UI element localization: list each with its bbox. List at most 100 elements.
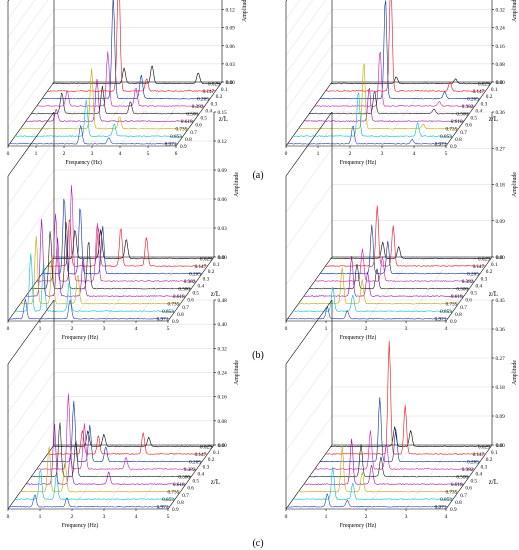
x-axis-label: Frequency (Hz) — [340, 522, 377, 529]
series-line-0.265 — [41, 400, 202, 463]
side-wall-top — [7, 111, 55, 177]
series-line-0.147 — [325, 340, 486, 455]
z-tick-label: 0.9 — [450, 507, 457, 513]
x-tick-label: 1 — [39, 514, 42, 520]
side-wall-top — [7, 299, 55, 365]
series-z-label: 0.500 — [186, 112, 198, 118]
series-line-0.147 — [47, 0, 216, 92]
series-line-0.382 — [36, 184, 197, 282]
x-tick-label: 2 — [365, 514, 368, 520]
series-z-label: 0.382 — [192, 104, 204, 110]
grid-line — [285, 184, 333, 249]
grid-line — [365, 444, 413, 510]
grid-line — [285, 0, 300, 20]
grid-line — [285, 27, 333, 92]
series-z-label: 0.147 — [473, 452, 485, 458]
grid-line — [285, 0, 327, 56]
series-line-0.265 — [41, 0, 210, 100]
series-line-0.147 — [325, 205, 486, 267]
y-tick-label: 0.00 — [218, 255, 228, 261]
z-tick-label: 0.4 — [476, 108, 483, 114]
z-axis-label: z/L — [211, 478, 220, 486]
series-line-0.853 — [292, 466, 453, 500]
y-tick-label: 0.09 — [496, 219, 506, 225]
x-tick-label: 5 — [167, 326, 170, 332]
z-tick-label: 0.7 — [460, 305, 467, 311]
series-line-0.618 — [25, 423, 186, 485]
series-line-0.735 — [298, 446, 459, 493]
grid-line — [39, 444, 87, 510]
y-axis-label: Amplitude — [512, 360, 518, 385]
series-line-0.853 — [14, 253, 175, 312]
series-line-0.618 — [303, 438, 464, 485]
y-tick-label: 0.32 — [496, 8, 506, 14]
z-axis-label: z/L — [489, 478, 498, 486]
x-tick-label: 5 — [147, 151, 150, 157]
series-z-label: 0.735 — [168, 302, 180, 308]
series-line-0.382 — [314, 248, 475, 282]
z-tick-label: 0.3 — [481, 464, 488, 470]
series-z-label: 0.971 — [435, 505, 447, 511]
z-tick-label: 0.9 — [172, 507, 179, 513]
grid-line — [285, 328, 333, 394]
z-axis-label: z/L — [219, 115, 228, 123]
series-z-label: 0.382 — [462, 467, 474, 473]
series-z-label: 0.382 — [184, 467, 196, 473]
z-tick-label: 0.7 — [460, 493, 467, 499]
series-z-label: 0.971 — [435, 142, 447, 148]
x-tick-label: 2 — [63, 151, 66, 157]
series-z-label: 0.853 — [162, 309, 174, 315]
z-tick-label: 0.3 — [203, 276, 210, 282]
series-line-0.500 — [30, 422, 192, 478]
x-tick-label: 0 — [285, 326, 288, 332]
series-z-label: 0.618 — [173, 482, 185, 488]
z-tick-label: 0.2 — [208, 269, 215, 275]
series-z-label: 0.618 — [451, 119, 463, 125]
grid-line — [317, 81, 365, 147]
grid-line — [7, 140, 55, 206]
grid-line — [7, 324, 55, 389]
z-tick-label: 0.6 — [465, 486, 472, 492]
series-z-label: 0.735 — [446, 127, 458, 133]
x-tick-label: 4 — [445, 514, 448, 520]
y-axis-label: Amplitude — [234, 172, 240, 197]
x-tick-label: 2 — [71, 326, 74, 332]
x-tick-label: 5 — [167, 514, 170, 520]
series-z-label: 0.500 — [178, 287, 190, 293]
depth-axis — [7, 81, 55, 147]
series-line-0.382 — [314, 51, 475, 107]
depth-axis — [285, 256, 333, 322]
series-line-0.618 — [303, 88, 464, 122]
y-tick-label: 0.24 — [218, 371, 228, 377]
z-tick-label: 0.2 — [216, 94, 223, 100]
z-tick-label: 0.0 — [226, 80, 233, 86]
x-tick-label: 0 — [7, 514, 10, 520]
y-tick-label: 0.06 — [218, 197, 228, 203]
grid-line — [7, 27, 55, 92]
grid-line — [35, 81, 83, 147]
series-z-label: 0.853 — [440, 134, 452, 140]
x-tick-label: 0 — [7, 151, 10, 157]
series-z-label: 0.029 — [208, 81, 220, 87]
series-z-label: 0.853 — [162, 497, 174, 503]
x-tick-label: 3 — [103, 514, 106, 520]
series-z-label: 0.382 — [462, 279, 474, 285]
x-axis-label: Frequency (Hz) — [340, 334, 377, 341]
series-z-label: 0.618 — [173, 294, 185, 300]
z-tick-label: 0.0 — [218, 443, 225, 449]
y-tick-label: 0.08 — [218, 419, 228, 425]
y-tick-label: 0.00 — [496, 80, 506, 86]
y-axis-label: Amplitude — [234, 360, 240, 385]
z-axis-label: z/L — [489, 115, 498, 123]
series-z-label: 0.029 — [478, 81, 490, 87]
series-line-0.147 — [325, 0, 486, 92]
grid-line — [285, 45, 333, 110]
series-line-0.853 — [14, 470, 175, 500]
series-line-0.382 — [314, 430, 475, 470]
z-tick-label: 0.3 — [211, 101, 218, 107]
grid-line — [285, 415, 333, 481]
z-tick-label: 0.0 — [496, 80, 503, 86]
series-z-label: 0.265 — [197, 96, 209, 102]
grid-line — [285, 9, 333, 74]
